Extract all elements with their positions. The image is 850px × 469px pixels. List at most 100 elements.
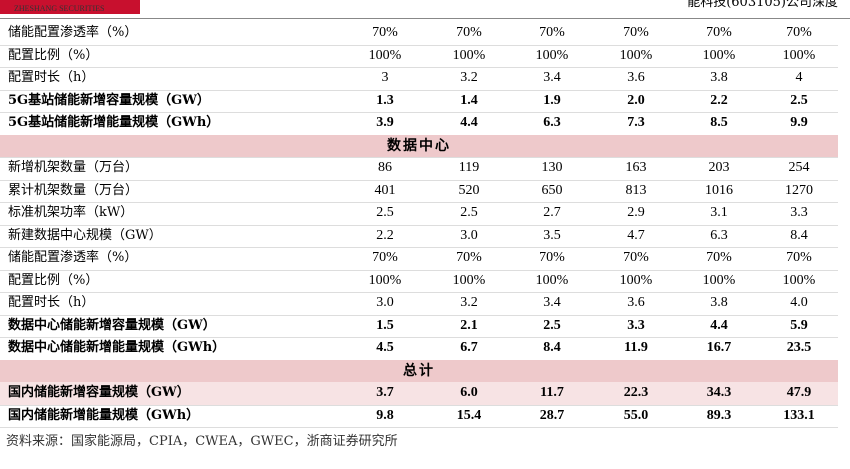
row-label: 数据中心储能新增能量规模（GWh） bbox=[8, 340, 226, 355]
cell: 2.9 bbox=[627, 205, 645, 220]
cell: 4.0 bbox=[790, 295, 808, 310]
row-label: 5G基站储能新增能量规模（GWh） bbox=[8, 115, 220, 130]
table-row: 储能配置渗透率（%） 70% 70% 70% 70% 70% 70% bbox=[0, 22, 838, 46]
cell: 3.0 bbox=[460, 227, 478, 243]
header-title: 能科技(603105)公司深度 bbox=[687, 0, 838, 10]
cell: 3.2 bbox=[460, 70, 478, 85]
table-row: 5G基站储能新增容量规模（GW） 1.3 1.4 1.9 2.0 2.2 2.5 bbox=[0, 90, 838, 113]
cell: 100% bbox=[702, 47, 736, 63]
cell: 2.0 bbox=[627, 92, 645, 108]
row-label: 国内储能新增能量规模（GWh） bbox=[8, 407, 200, 423]
cell: 70% bbox=[539, 250, 565, 265]
cell: 2.1 bbox=[460, 317, 478, 333]
cell: 1.3 bbox=[376, 92, 394, 108]
section-header: 数据中心 bbox=[0, 134, 838, 158]
section-header: 总计 bbox=[0, 359, 838, 383]
table-row: 配置比例（%） 100% 100% 100% 100% 100% 100% bbox=[0, 45, 838, 68]
cell: 23.5 bbox=[786, 340, 812, 355]
cell: 22.3 bbox=[623, 385, 649, 400]
cell: 3.8 bbox=[710, 70, 728, 85]
cell: 100% bbox=[782, 47, 816, 63]
divider bbox=[0, 18, 850, 19]
cell: 4.4 bbox=[710, 317, 728, 333]
cell: 1016 bbox=[705, 182, 733, 198]
row-label: 新建数据中心规模（GW） bbox=[8, 227, 162, 243]
cell: 3.0 bbox=[376, 295, 394, 310]
cell: 100% bbox=[452, 272, 486, 288]
cell: 4 bbox=[795, 70, 803, 85]
cell: 89.3 bbox=[706, 407, 732, 423]
row-label: 5G基站储能新增容量规模（GW） bbox=[8, 92, 210, 108]
cell: 3.4 bbox=[543, 70, 561, 85]
row-label: 新增机架数量（万台） bbox=[8, 160, 139, 175]
cell: 130 bbox=[541, 160, 563, 175]
row-label: 配置比例（%） bbox=[8, 47, 99, 63]
cell: 70% bbox=[786, 25, 812, 40]
row-label: 数据中心储能新增容量规模（GW） bbox=[8, 317, 216, 333]
table-row: 累计机架数量（万台） 401 520 650 813 1016 1270 bbox=[0, 180, 838, 203]
cell: 70% bbox=[706, 250, 732, 265]
table-row: 标准机架功率（kW） 2.5 2.5 2.7 2.9 3.1 3.3 bbox=[0, 202, 838, 226]
cell: 28.7 bbox=[539, 407, 565, 423]
cell: 1270 bbox=[785, 182, 813, 198]
cell: 100% bbox=[535, 272, 569, 288]
cell: 813 bbox=[625, 182, 647, 198]
cell: 4.4 bbox=[460, 115, 478, 130]
cell: 3.3 bbox=[790, 205, 808, 220]
cell: 2.5 bbox=[543, 317, 561, 333]
cell: 15.4 bbox=[456, 407, 482, 423]
table-row: 数据中心储能新增能量规模（GWh） 4.5 6.7 8.4 11.9 16.7 23.5 bbox=[0, 337, 838, 361]
cell: 100% bbox=[368, 272, 402, 288]
cell: 8.4 bbox=[790, 227, 808, 243]
cell: 9.8 bbox=[376, 407, 394, 423]
cell: 2.5 bbox=[460, 205, 478, 220]
cell: 4.7 bbox=[627, 227, 645, 243]
cell: 7.3 bbox=[627, 115, 645, 130]
cell: 70% bbox=[372, 250, 398, 265]
table-row: 国内储能新增能量规模（GWh） 9.8 15.4 28.7 55.0 89.3 133.1 bbox=[0, 405, 838, 428]
cell: 100% bbox=[702, 272, 736, 288]
cell: 5.9 bbox=[790, 317, 808, 333]
cell: 2.7 bbox=[543, 205, 561, 220]
cell: 70% bbox=[539, 25, 565, 40]
cell: 3.5 bbox=[543, 227, 561, 243]
cell: 8.5 bbox=[710, 115, 728, 130]
cell: 1.4 bbox=[460, 92, 478, 108]
table-row: 新增机架数量（万台） 86 119 130 163 203 254 bbox=[0, 157, 838, 181]
cell: 100% bbox=[619, 272, 653, 288]
cell: 3.6 bbox=[627, 295, 645, 310]
row-label: 配置比例（%） bbox=[8, 272, 99, 288]
cell: 11.9 bbox=[624, 340, 648, 355]
cell: 47.9 bbox=[786, 385, 812, 400]
table-row: 配置时长（h） 3 3.2 3.4 3.6 3.8 4 bbox=[0, 67, 838, 91]
cell: 520 bbox=[458, 182, 480, 198]
row-label: 配置时长（h） bbox=[8, 295, 95, 310]
cell: 8.4 bbox=[543, 340, 561, 355]
cell: 3.9 bbox=[376, 115, 394, 130]
source: 资料来源：国家能源局，CPIA，CWEA，GWEC，浙商证券研究所 bbox=[6, 434, 398, 449]
cell: 100% bbox=[452, 47, 486, 63]
row-label: 累计机架数量（万台） bbox=[8, 182, 139, 198]
cell: 11.7 bbox=[540, 385, 564, 400]
cell: 1.5 bbox=[376, 317, 394, 333]
cell: 9.9 bbox=[790, 115, 808, 130]
cell: 2.2 bbox=[710, 92, 728, 108]
cell: 3.3 bbox=[627, 317, 645, 333]
cell: 70% bbox=[372, 25, 398, 40]
cell: 254 bbox=[788, 160, 810, 175]
cell: 203 bbox=[708, 160, 730, 175]
row-label: 配置时长（h） bbox=[8, 70, 95, 85]
cell: 70% bbox=[623, 25, 649, 40]
cell: 6.3 bbox=[710, 227, 728, 243]
table-row: 配置时长（h） 3.0 3.2 3.4 3.6 3.8 4.0 bbox=[0, 292, 838, 316]
cell: 55.0 bbox=[623, 407, 649, 423]
cell: 2.5 bbox=[790, 92, 808, 108]
cell: 2.2 bbox=[376, 227, 394, 243]
row-label: 国内储能新增容量规模（GW） bbox=[8, 385, 190, 400]
cell: 133.1 bbox=[783, 407, 815, 423]
cell: 1.9 bbox=[543, 92, 561, 108]
cell: 70% bbox=[623, 250, 649, 265]
table-row: 储能配置渗透率（%） 70% 70% 70% 70% 70% 70% bbox=[0, 247, 838, 271]
cell: 3.1 bbox=[710, 205, 728, 220]
